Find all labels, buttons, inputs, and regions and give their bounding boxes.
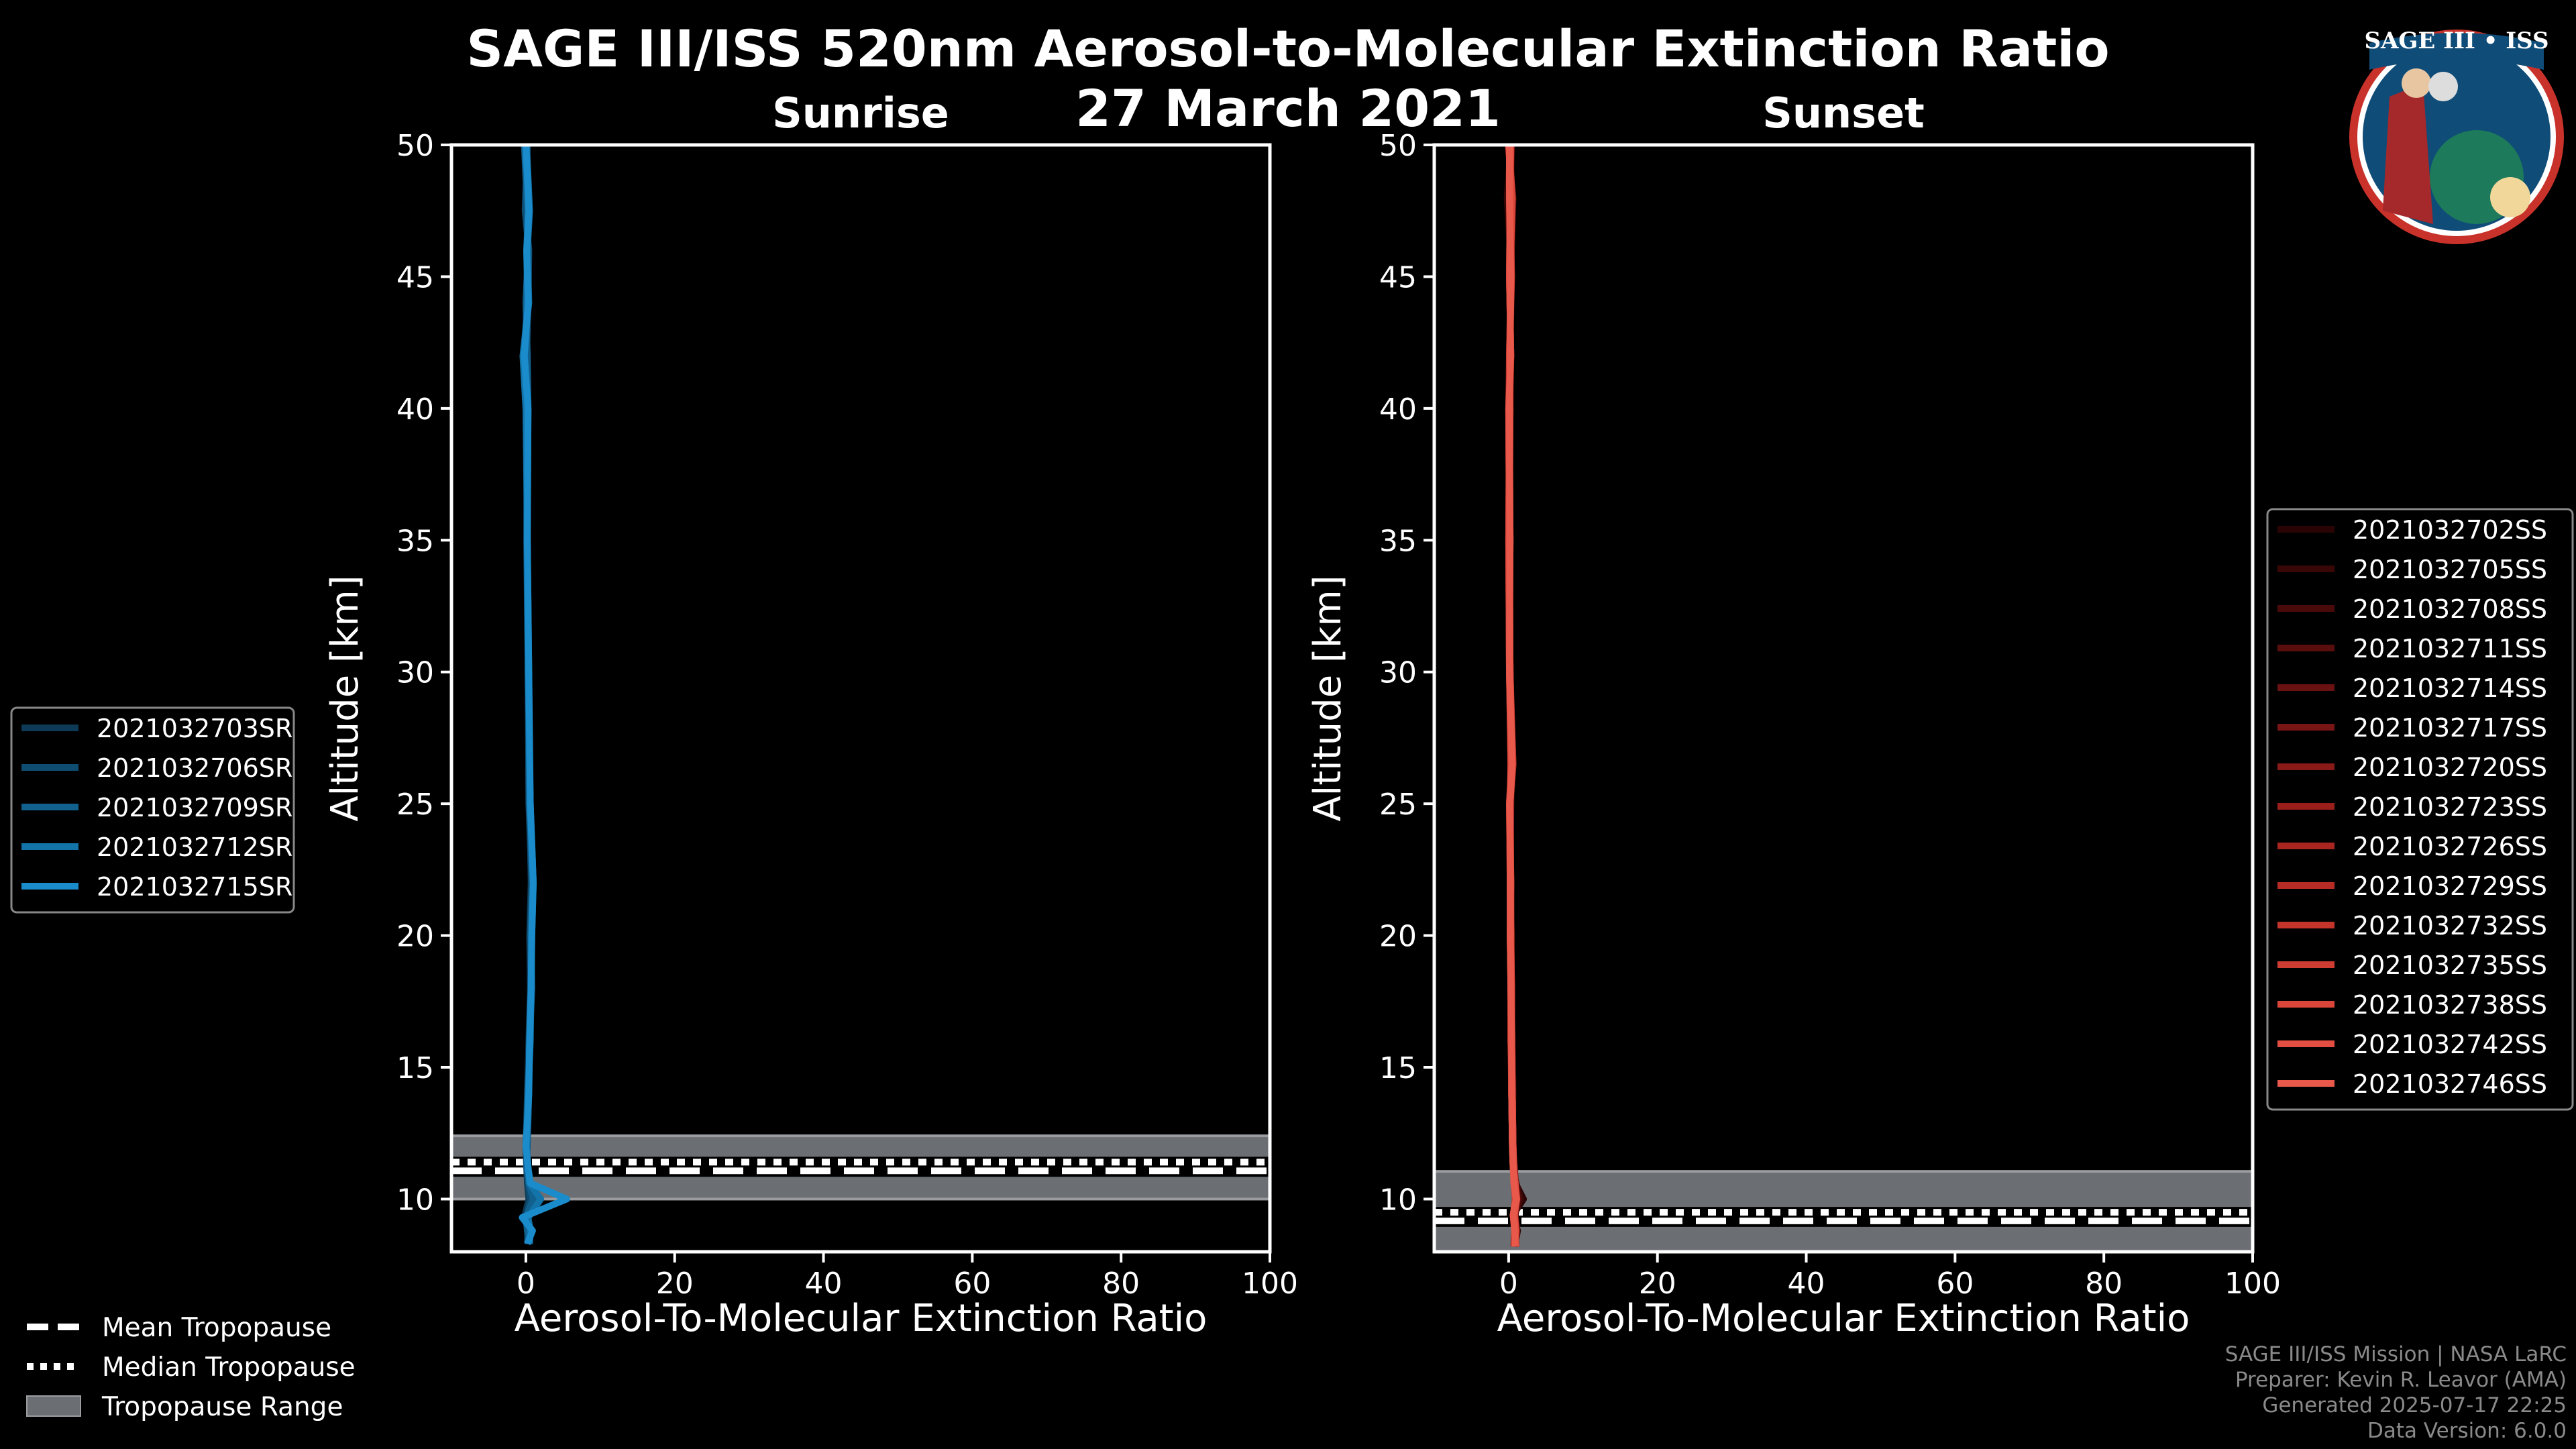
legend-entry-label: 2021032705SS — [2353, 555, 2547, 584]
legend-entry-label: 2021032723SS — [2353, 792, 2547, 822]
y-tick-label: 30 — [396, 656, 434, 690]
sage-iss-logo: SAGE III • ISS — [2349, 28, 2564, 244]
legend-entry-label: 2021032738SS — [2353, 990, 2547, 1020]
x-tick-label: 100 — [1242, 1267, 1298, 1301]
legend-entry-label: 2021032703SR — [97, 714, 292, 743]
plot-frame — [449, 143, 1272, 1254]
y-tick-label: 15 — [1379, 1051, 1417, 1085]
series-line-2021032715SR — [519, 144, 570, 1246]
y-tick-label: 15 — [396, 1051, 434, 1085]
y-tick-label: 35 — [1379, 524, 1417, 558]
legend-entry-label: 2021032715SR — [97, 872, 292, 902]
figure-date: 27 March 2021 — [1075, 78, 1501, 138]
x-axis-label: Aerosol-To-Molecular Extinction Ratio — [1497, 1297, 2190, 1340]
plot-frame — [1432, 143, 2255, 1254]
subplot-sunset: 0 20 40 60 80 100 10 15 20 25 30 35 40 45 50 Sunset Aero… — [1306, 89, 2574, 1340]
y-tick-label: 25 — [1379, 788, 1417, 822]
x-tick-label: 0 — [1499, 1267, 1518, 1301]
legend-frame — [10, 706, 295, 914]
legend-entry-label: 2021032711SS — [2353, 634, 2547, 663]
tropopause-legend-label: Tropopause Range — [101, 1392, 343, 1422]
y-tick-label: 25 — [396, 788, 434, 822]
x-tick-label: 40 — [805, 1267, 843, 1301]
x-tick-label: 40 — [1788, 1267, 1825, 1301]
legend-sunrise: 2021032703SR 2021032706SR 2021032709SR 2021… — [10, 706, 295, 914]
legend-entry-label: 2021032726SS — [2353, 832, 2547, 861]
legend-entry-label: 2021032729SS — [2353, 871, 2547, 901]
legend-entry-label: 2021032702SS — [2353, 515, 2547, 545]
legend-entry-label: 2021032708SS — [2353, 594, 2547, 624]
legend-frame — [2266, 508, 2574, 1111]
legend-sunset: 2021032702SS 2021032705SS 2021032708SS 2021… — [2266, 508, 2574, 1111]
credit-line: Data Version: 6.0.0 — [2367, 1419, 2567, 1443]
tropopause-legend: Mean Tropopause Median Tropopause Tropopau… — [26, 1313, 356, 1422]
y-tick-label: 10 — [1379, 1183, 1417, 1217]
legend-entry-label: 2021032717SS — [2353, 713, 2547, 743]
series-line-2021032746SS — [1506, 145, 1519, 1247]
y-tick-label: 40 — [396, 392, 434, 427]
subplot-sunrise: 0 20 40 60 80 100 10 15 20 25 30 35 40 45 50 Sunrise Aer… — [10, 89, 1298, 1340]
x-tick-label: 80 — [1102, 1267, 1140, 1301]
y-tick-label: 30 — [1379, 656, 1417, 690]
y-tick-label: 45 — [396, 260, 434, 294]
y-axis-label: Altitude [km] — [1306, 575, 1350, 821]
credit-line: SAGE III/ISS Mission | NASA LaRC — [2224, 1342, 2567, 1366]
y-tick-label: 20 — [1379, 920, 1417, 954]
legend-entry-label: 2021032709SR — [97, 793, 292, 822]
tropopause-range-swatch — [26, 1395, 81, 1417]
legend-entry-label: 2021032706SR — [97, 753, 292, 783]
legend-entry-label: 2021032742SS — [2353, 1030, 2547, 1059]
svg-text:SAGE III • ISS: SAGE III • ISS — [2364, 28, 2548, 54]
x-tick-label: 60 — [1936, 1267, 1974, 1301]
legend-entry-label: 2021032735SS — [2353, 951, 2547, 980]
legend-entry-label: 2021032712SR — [97, 833, 292, 862]
credits: SAGE III/ISS Mission | NASA LaRC Prepare… — [2225, 1342, 2567, 1444]
y-tick-label: 40 — [1379, 392, 1417, 427]
legend-entry-label: 2021032720SS — [2353, 753, 2547, 782]
tropopause-legend-label: Mean Tropopause — [102, 1313, 331, 1343]
tropopause-legend-label: Median Tropopause — [102, 1352, 356, 1383]
x-tick-label: 0 — [517, 1267, 535, 1301]
x-tick-label: 80 — [2085, 1267, 2123, 1301]
y-tick-label: 50 — [396, 129, 434, 163]
x-tick-label: 60 — [953, 1267, 991, 1301]
legend-entry-label: 2021032714SS — [2353, 674, 2547, 703]
credit-line: Generated 2025-07-17 22:25 — [2262, 1393, 2567, 1417]
y-tick-label: 20 — [396, 920, 434, 954]
x-tick-label: 100 — [2224, 1267, 2281, 1301]
y-tick-label: 35 — [396, 524, 434, 558]
x-tick-label: 20 — [656, 1267, 694, 1301]
y-tick-label: 50 — [1379, 129, 1417, 163]
subplot-title: Sunset — [1762, 89, 1925, 138]
y-tick-label: 10 — [396, 1183, 434, 1217]
figure-title: SAGE III/ISS 520nm Aerosol-to-Molecular … — [466, 19, 2110, 78]
credit-line: Preparer: Kevin R. Leavor (AMA) — [2235, 1368, 2567, 1392]
y-axis-label: Altitude [km] — [323, 575, 367, 821]
x-tick-label: 20 — [1639, 1267, 1676, 1301]
y-tick-label: 45 — [1379, 260, 1417, 294]
legend-entry-label: 2021032732SS — [2353, 911, 2547, 941]
x-axis-label: Aerosol-To-Molecular Extinction Ratio — [515, 1297, 1208, 1340]
legend-entry-label: 2021032746SS — [2353, 1069, 2547, 1099]
subplot-title: Sunrise — [772, 89, 949, 138]
